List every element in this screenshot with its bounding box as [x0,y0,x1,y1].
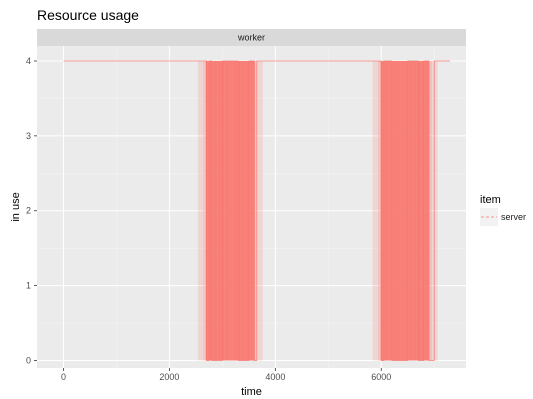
x-tick-label: 6000 [371,372,391,382]
x-axis-ticks: 0 2000 4000 6000 [61,368,391,382]
y-tick-label: 4 [26,56,31,66]
x-tick-label: 2000 [159,372,179,382]
series-line-server [63,60,451,361]
y-tick-label: 1 [26,281,31,291]
dense-usage-bands [197,60,438,361]
facet-strip-label: worker [237,33,265,43]
x-tick-label: 4000 [265,372,285,382]
legend: item server [480,194,526,226]
x-axis-title: time [241,386,262,398]
y-tick-label: 2 [26,206,31,216]
y-tick-label: 0 [26,356,31,366]
y-axis-ticks: 0 1 2 3 4 [26,56,37,366]
legend-label-server: server [501,212,526,222]
y-axis-title: in use [10,192,22,221]
facet-strip [37,29,466,46]
series-lines [63,60,451,361]
chart-title: Resource usage [37,7,139,23]
x-tick-label: 0 [61,372,66,382]
y-tick-label: 3 [26,131,31,141]
legend-title: item [480,194,501,206]
